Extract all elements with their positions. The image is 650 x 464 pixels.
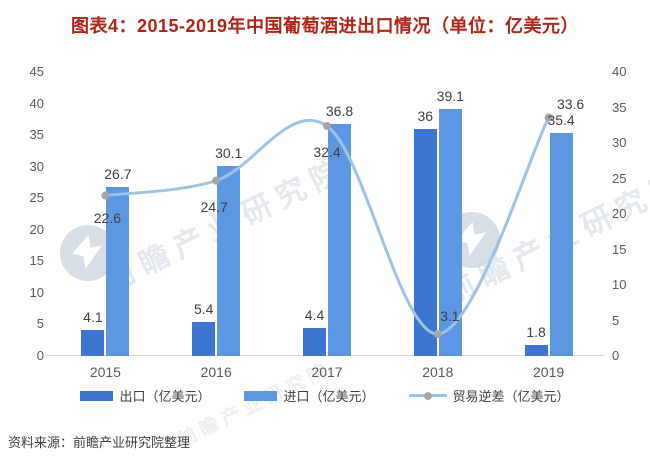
right-axis-tick: 35 [612,99,627,115]
legend-item-export: 出口（亿美元） [80,386,210,405]
left-axis-tick: 0 [36,348,44,363]
left-axis-tick: 15 [29,253,44,269]
legend-label-export: 出口（亿美元） [119,389,211,404]
deficit-point-marker [212,176,221,185]
import-bar-label: 35.4 [547,111,575,128]
export-bar-label: 4.4 [304,307,325,324]
deficit-point-marker [323,121,331,130]
deficit-point-marker [433,329,442,338]
left-axis-tick: 25 [29,190,44,206]
export-bar [524,344,548,356]
deficit-label: 24.7 [200,198,228,215]
deficit-line-swatch-icon [408,391,447,400]
left-axis-tick: 10 [29,284,44,300]
export-swatch-icon [80,390,114,401]
legend: 出口（亿美元） 进口（亿美元） 贸易逆差（亿美元） [0,386,650,405]
import-bar-label: 30.1 [215,145,243,162]
chart-title: 图表4：2015-2019年中国葡萄酒进出口情况（单位：亿美元） [70,16,580,36]
right-axis-tick: 40 [612,64,627,79]
right-axis-tick: 10 [612,277,627,292]
legend-label-import: 进口（亿美元） [283,389,375,404]
deficit-label: 32.4 [313,143,341,160]
import-bar-label: 36.8 [325,102,354,119]
right-axis-tick: 5 [612,312,620,328]
import-bar [217,166,241,356]
deficit-marker-icon [423,391,432,400]
import-swatch-icon [244,390,278,401]
left-axis-tick: 5 [36,316,44,332]
legend-item-import: 进口（亿美元） [244,386,375,405]
deficit-label: 3.1 [440,307,460,324]
import-bar-label: 26.7 [104,166,132,183]
x-axis-category: 2015 [89,364,121,380]
deficit-point-marker [101,191,110,200]
legend-item-deficit: 贸易逆差（亿美元） [408,386,570,405]
left-axis-tick: 30 [29,158,44,174]
right-axis-tick: 0 [612,348,620,363]
export-bar [81,330,105,356]
left-axis-tick: 35 [29,127,44,143]
export-bar-label: 4.1 [83,309,103,326]
x-axis-category: 2019 [533,364,565,380]
legend-label-deficit: 贸易逆差（亿美元） [452,389,570,404]
export-bar [303,328,326,356]
left-axis-tick: 45 [29,64,44,79]
x-axis-category: 2018 [422,364,454,380]
export-bar-label: 1.8 [526,323,546,340]
deficit-point-marker [544,113,553,122]
x-axis-category: 2017 [311,364,343,380]
right-axis-tick: 20 [612,206,627,221]
export-bar [192,321,216,356]
import-bar [328,123,351,356]
left-axis-tick: 40 [29,95,44,111]
import-bar-label: 39.1 [436,88,464,105]
left-axis-tick: 20 [29,221,44,237]
export-bar-label: 36 [417,107,434,124]
import-bar [549,132,573,356]
right-axis-tick: 15 [612,241,627,257]
deficit-label: 22.6 [93,209,122,226]
export-bar [413,128,437,356]
right-axis-tick: 30 [612,135,627,150]
deficit-label: 33.6 [556,96,585,113]
export-bar-label: 5.4 [193,300,214,317]
x-axis-category: 2016 [200,364,232,380]
right-axis-tick: 25 [612,170,627,186]
source-note: 资料来源：前瞻产业研究院整理 [8,435,191,450]
